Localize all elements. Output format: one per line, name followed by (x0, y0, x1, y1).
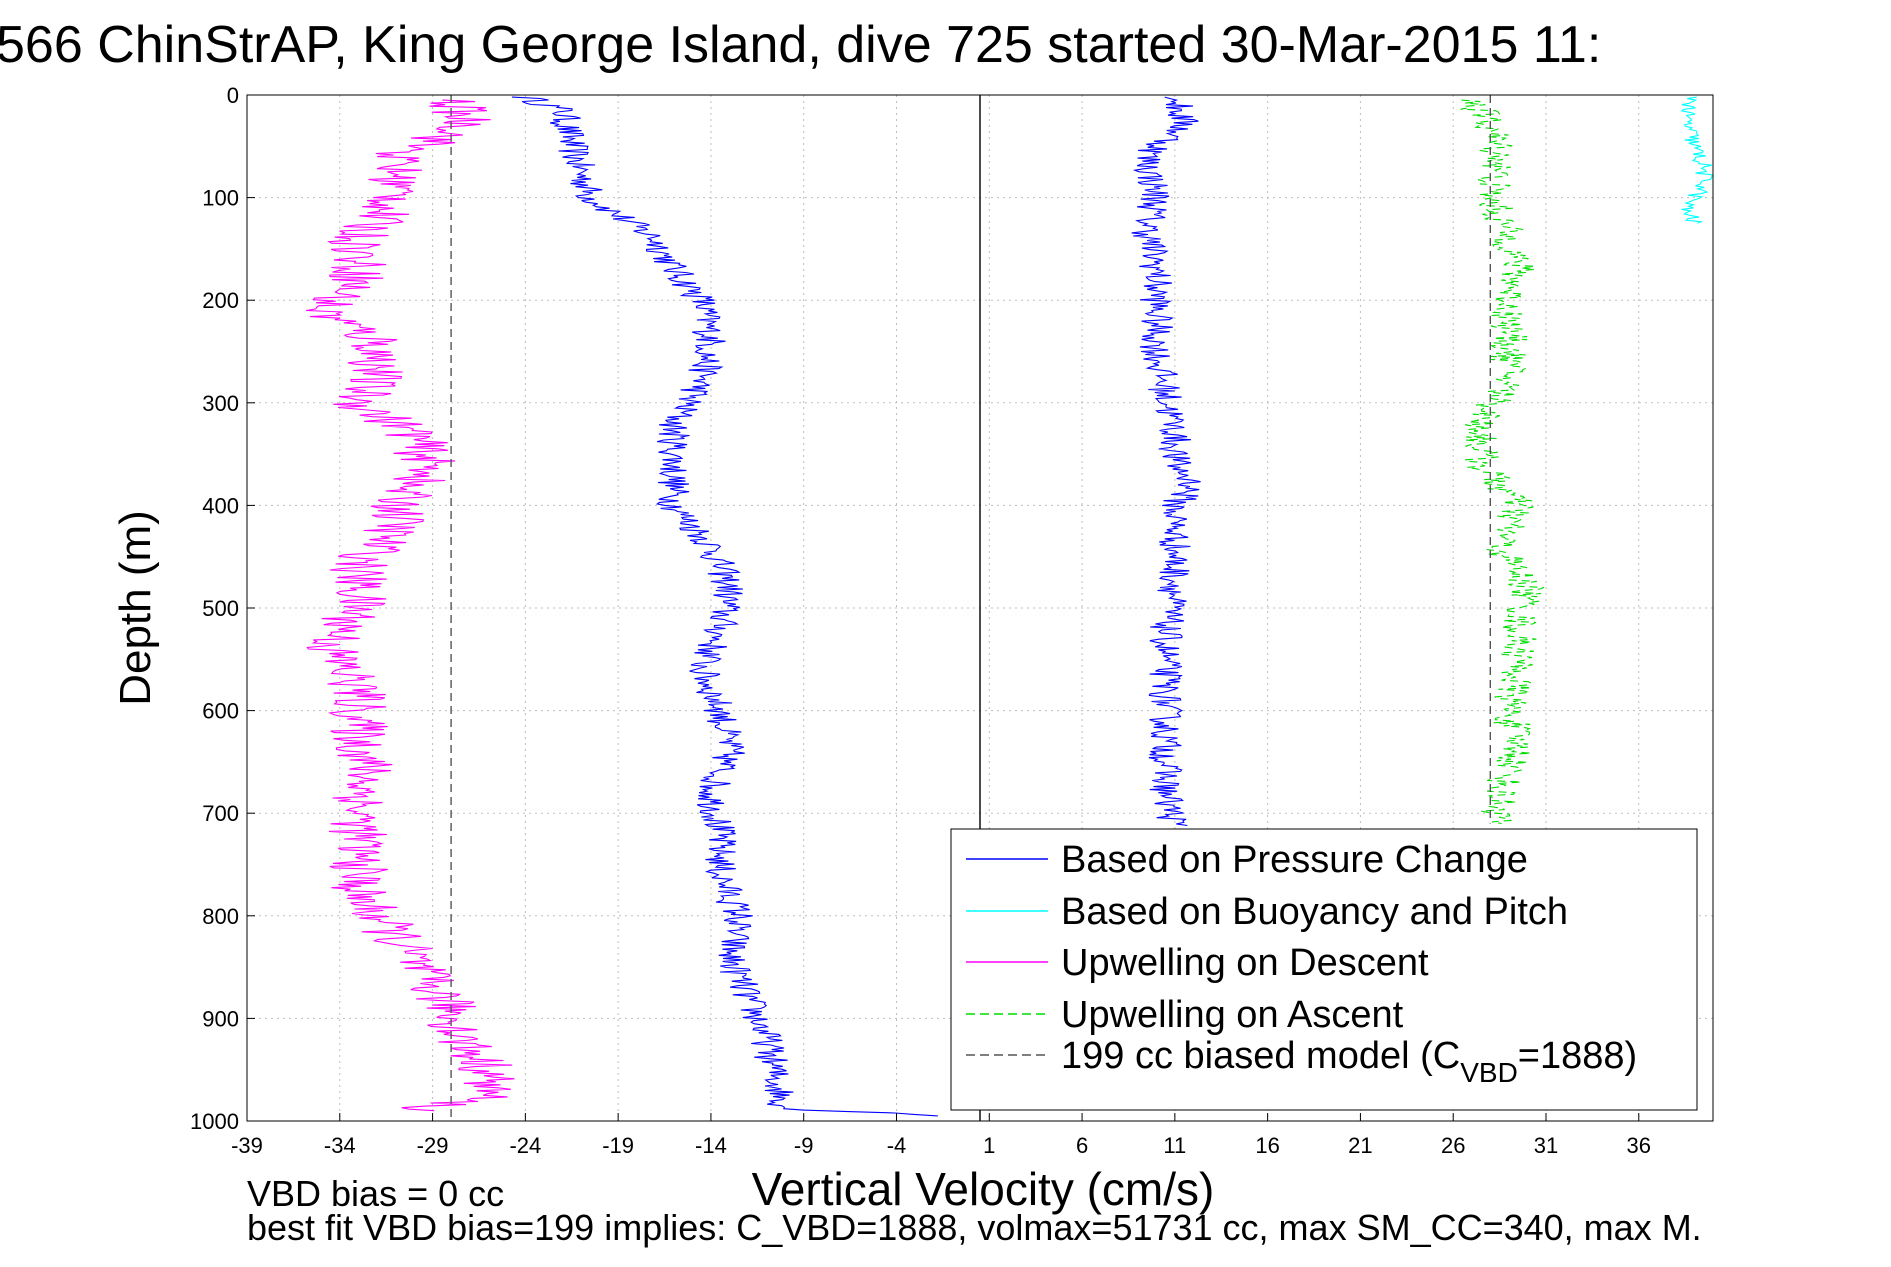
x-tick-label: 21 (1348, 1133, 1372, 1158)
x-tick-label: 31 (1534, 1133, 1558, 1158)
y-tick-label: 0 (227, 83, 239, 108)
y-tick-label: 700 (202, 801, 239, 826)
y-tick-label: 800 (202, 904, 239, 929)
series-based-on-pressure-change-1 (1131, 96, 1201, 827)
x-tick-label: -34 (324, 1133, 356, 1158)
y-tick-label: 300 (202, 391, 239, 416)
legend-model-prefix: 199 cc biased model (C (1061, 1035, 1460, 1077)
y-tick-label: 500 (202, 596, 239, 621)
x-tick-label: 26 (1441, 1133, 1465, 1158)
footer-vbd-bias: VBD bias = 0 cc (247, 1173, 504, 1214)
y-tick-label: 200 (202, 288, 239, 313)
x-tick-label: 1 (983, 1133, 995, 1158)
legend-model-suffix: =1888) (1518, 1035, 1637, 1077)
legend: Based on Pressure Change Based on Buoyan… (950, 828, 1698, 1111)
series-based-on-pressure-change-0 (511, 96, 938, 1117)
x-ticks: -39 -34 -29 -24 -19 -14 -9 -4 1 6 11 16 21 26 31 36 (231, 1113, 1651, 1158)
legend-label-descent: Upwelling on Descent (1061, 942, 1429, 984)
series-based-on-buoyancy-and-pitch-2 (1680, 96, 1713, 224)
x-tick-label: -14 (695, 1133, 727, 1158)
y-tick-label: 100 (202, 186, 239, 211)
x-tick-label: -29 (417, 1133, 449, 1158)
legend-model-subscript: VBD (1460, 1057, 1518, 1088)
legend-label-pressure: Based on Pressure Change (1061, 839, 1528, 881)
x-tick-label: 36 (1627, 1133, 1651, 1158)
series-upwelling-on-ascent-4 (1460, 99, 1545, 825)
x-tick-label: 16 (1255, 1133, 1279, 1158)
y-tick-label: 600 (202, 699, 239, 724)
y-tick-label: 1000 (190, 1109, 239, 1134)
x-tick-label: -24 (509, 1133, 541, 1158)
x-axis-label: Vertical Velocity (cm/s) (752, 1163, 1215, 1215)
x-tick-label: 6 (1076, 1133, 1088, 1158)
x-tick-label: -39 (231, 1133, 263, 1158)
legend-label-model: 199 cc biased model (CVBD=1888) (1061, 1035, 1637, 1088)
chart-title: 566 ChinStrAP, King George Island, dive … (0, 16, 1601, 74)
series-upwelling-on-descent-3 (306, 99, 515, 1112)
legend-label-ascent: Upwelling on Ascent (1061, 994, 1404, 1036)
y-axis-label: Depth (m) (111, 510, 160, 706)
legend-box (950, 828, 1698, 1111)
y-ticks: 0 100 200 300 400 500 600 700 800 900 1000 (190, 83, 255, 1134)
x-tick-label: 11 (1163, 1133, 1186, 1158)
legend-label-buoyancy: Based on Buoyancy and Pitch (1061, 891, 1568, 933)
y-tick-label: 900 (202, 1006, 239, 1031)
series-layer (306, 95, 1713, 1121)
x-tick-label: -4 (887, 1133, 907, 1158)
x-tick-label: -19 (602, 1133, 634, 1158)
y-tick-label: 400 (202, 493, 239, 518)
footer-best-fit: best fit VBD bias=199 implies: C_VBD=188… (247, 1207, 1702, 1248)
x-tick-label: -9 (794, 1133, 814, 1158)
